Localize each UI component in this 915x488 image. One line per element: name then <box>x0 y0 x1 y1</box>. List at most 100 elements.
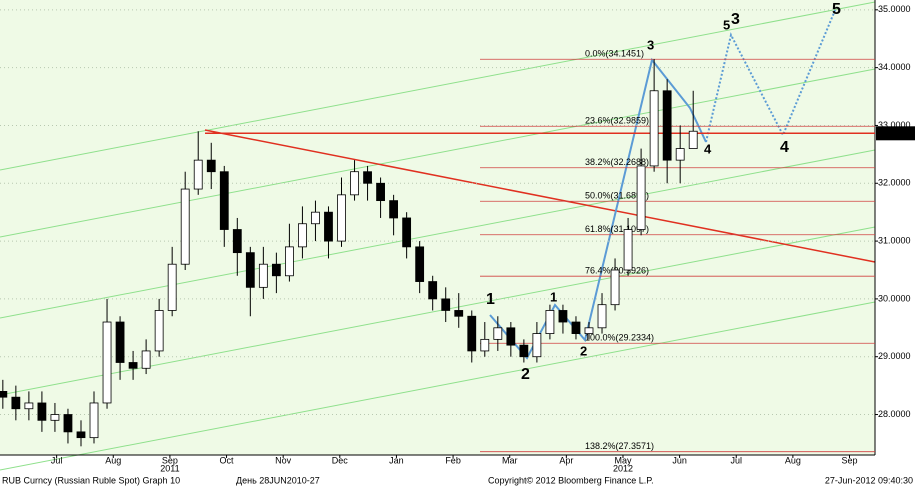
candle-body <box>206 159 216 173</box>
candle-body <box>480 338 490 352</box>
candle-body <box>324 211 333 242</box>
wave-label: 1 <box>550 289 557 304</box>
wave-path <box>489 57 707 360</box>
year-label: 2012 <box>613 463 633 473</box>
candle-body <box>258 263 268 288</box>
axis-background <box>875 0 915 455</box>
candle-body <box>154 310 164 352</box>
candle-body <box>350 171 359 196</box>
candle-body <box>311 211 320 225</box>
candle-body <box>389 200 399 219</box>
candle-body <box>102 321 112 404</box>
fib-label: 138.2%(27.3571) <box>585 441 654 451</box>
candle-body <box>571 321 581 334</box>
x-tick-label: Jan <box>389 455 404 465</box>
y-tick-label: 35.0000 <box>878 4 911 14</box>
trend-line <box>204 129 876 263</box>
candle-body <box>441 298 451 311</box>
candle-body <box>415 246 425 282</box>
candle-body <box>298 223 307 248</box>
channel-line <box>0 301 876 471</box>
candle-body <box>532 333 542 358</box>
candle-body <box>128 362 138 369</box>
x-tick-label: Oct <box>220 455 235 465</box>
y-tick-label: 29.0000 <box>878 351 911 361</box>
year-label: 2011 <box>160 463 179 473</box>
wave-label: 2 <box>580 343 587 358</box>
wave-label: 3 <box>647 37 654 52</box>
candle-body <box>610 269 620 306</box>
candle-body <box>363 171 372 184</box>
x-tick-label: May <box>614 455 632 465</box>
candle-body <box>558 310 568 323</box>
fib-label: 100.0%(29.2334) <box>585 333 654 343</box>
channel-line <box>0 1 876 171</box>
x-tick-label: Jul <box>730 455 742 465</box>
channel-line <box>0 68 876 238</box>
x-tick-label: Sep <box>842 455 858 465</box>
x-tick-label: Sep <box>162 455 178 465</box>
wave-label: 1 <box>486 291 495 308</box>
candle-body <box>11 396 21 410</box>
channel-line <box>0 149 876 319</box>
candle-body <box>193 159 203 190</box>
footer-text: Copyright© 2012 Bloomberg Finance L.P. <box>488 475 654 485</box>
x-tick-label: Jun <box>672 455 687 465</box>
candle-body <box>337 194 346 242</box>
x-tick-label: Jul <box>51 455 63 465</box>
candle-body <box>24 402 34 410</box>
last-price-box <box>876 126 915 141</box>
footer-text: День 28JUN2010-27 <box>236 475 320 485</box>
wave-label: 4 <box>780 139 789 156</box>
y-tick-label: 32.0000 <box>878 178 911 188</box>
plot-background <box>0 0 875 455</box>
y-tick-label: 28.0000 <box>878 409 911 419</box>
candle-body <box>63 414 73 433</box>
x-tick-label: Dec <box>332 455 349 465</box>
candle-body <box>76 431 86 439</box>
fib-label: 50.0%(31.6893) <box>585 191 649 201</box>
candle-body <box>141 350 151 369</box>
footer-bar <box>0 473 915 488</box>
fib-label: 61.8%(31.1097) <box>585 224 649 234</box>
x-tick-label: Aug <box>785 455 801 465</box>
wave-label: 2 <box>521 366 530 383</box>
candle-body <box>219 171 229 230</box>
candle-body <box>89 402 99 439</box>
y-tick-label: 34.0000 <box>878 62 911 72</box>
candle-body <box>454 310 464 317</box>
candle-body <box>597 304 607 329</box>
wave-label: 5 <box>832 1 841 18</box>
candle-body <box>584 327 594 334</box>
candle-body <box>115 321 125 363</box>
wave-label: 4 <box>704 141 712 156</box>
candle-body <box>37 402 47 421</box>
x-tick-label: Mar <box>502 455 518 465</box>
x-tick-label: Nov <box>275 455 292 465</box>
candle-body <box>467 315 477 352</box>
red-waves: 1 2 3 4 5 <box>486 1 841 383</box>
wave-label: 5 <box>723 17 730 32</box>
wave-label: 3 <box>731 11 740 28</box>
candle-body <box>50 414 60 421</box>
candle-body <box>493 327 503 340</box>
fib-label: 38.2%(32.2688) <box>585 157 649 167</box>
y-tick-label: 31.0000 <box>878 235 911 245</box>
x-tick-label: Apr <box>559 455 573 465</box>
candle-body <box>167 263 177 311</box>
candle-body <box>662 90 672 161</box>
candle-body <box>675 148 685 161</box>
footer-text: RUB Curncy (Russian Ruble Spot) Graph 10 <box>2 475 180 485</box>
candle-body <box>271 263 281 277</box>
candle-body <box>232 229 242 254</box>
candle-body <box>545 310 555 334</box>
footer-text: 27-Jun-2012 09:40:30 <box>825 475 913 485</box>
candle-body <box>402 217 412 248</box>
candle-body <box>428 281 438 300</box>
candle-body <box>649 90 659 167</box>
candle-body <box>0 391 8 398</box>
last-price-label: 32.8643 <box>879 128 912 138</box>
candle-body <box>636 165 646 230</box>
candle-body <box>506 327 516 346</box>
